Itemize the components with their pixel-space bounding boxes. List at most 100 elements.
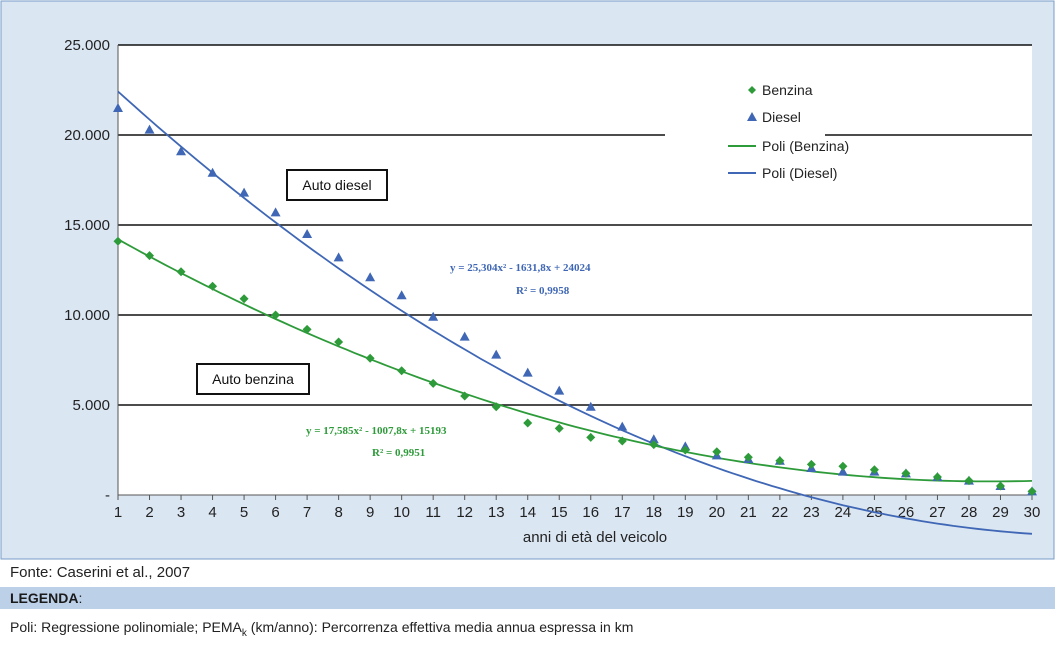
diesel-point	[585, 401, 596, 411]
benzina-point	[460, 391, 470, 401]
poly-benzina-line	[117, 238, 1033, 483]
plot-area	[118, 45, 1032, 495]
benzina-point	[617, 436, 627, 446]
x-tick-label: 18	[645, 504, 662, 521]
x-tick-label: 13	[488, 504, 505, 521]
diesel-r2: R² = 0,9958	[516, 285, 570, 297]
auto-diesel-box	[286, 169, 388, 201]
benzina-point	[1027, 486, 1037, 496]
x-tick-label: 1	[114, 504, 122, 521]
x-tick-label: 30	[1024, 504, 1041, 521]
diesel-point	[617, 421, 628, 431]
x-tick-label: 20	[708, 504, 725, 521]
legend-box	[665, 72, 825, 190]
diesel-point	[459, 331, 470, 341]
source-note: Fonte: Caserini et al., 2007	[10, 564, 191, 581]
x-tick-label: 27	[929, 504, 946, 521]
diesel-point	[270, 207, 281, 217]
diesel-equation: y = 25,304x² - 1631,8x + 24024	[450, 262, 591, 274]
benzina-point	[806, 459, 816, 469]
benzina-point	[680, 445, 690, 455]
benzina-point	[239, 294, 249, 304]
diesel-point	[428, 311, 439, 321]
x-tick-label: 16	[582, 504, 599, 521]
benzina-point	[775, 456, 785, 466]
benzina-point	[586, 432, 596, 442]
benzina-point	[334, 337, 344, 347]
benzina-point	[869, 465, 879, 475]
legenda-text-2: (km/anno): Percorrenza effettiva media a…	[246, 619, 634, 635]
diesel-point	[365, 272, 376, 282]
legend: Benzina Diesel Poli (Benzina) Poli (Diesel)	[665, 72, 849, 190]
benzina-point	[302, 324, 312, 334]
auto-benzina-box	[196, 363, 310, 395]
x-tick-label: 14	[519, 504, 536, 521]
benzina-r2: R² = 0,9951	[372, 447, 425, 459]
diesel-point	[302, 229, 313, 238]
x-tick-label: 3	[177, 504, 185, 521]
x-tick-label: 11	[425, 504, 441, 521]
y-tick-label: 20.000	[64, 127, 110, 144]
benzina-point	[743, 452, 753, 462]
benzina-point	[932, 472, 942, 482]
diesel-point	[648, 434, 659, 444]
benzina-point	[554, 423, 564, 433]
legenda-subscript: k	[241, 627, 247, 639]
legend-benzina-marker	[748, 86, 756, 94]
x-tick-label: 21	[740, 504, 757, 521]
benzina-point	[271, 310, 281, 320]
legend-benzina-label: Benzina	[762, 82, 813, 98]
legend-diesel-marker	[747, 112, 757, 121]
diesel-point	[837, 466, 848, 476]
x-axis-label: anni di età del veicolo	[523, 529, 667, 546]
x-tick-label: 7	[303, 504, 311, 521]
diesel-point	[239, 187, 250, 197]
benzina-point	[113, 236, 123, 246]
y-tick-label: 15.000	[64, 217, 110, 234]
poly-diesel-line	[117, 90, 1033, 535]
y-tick-label: 5.000	[72, 397, 110, 414]
x-tick-label: 15	[551, 504, 568, 521]
x-tick-label: 23	[803, 504, 820, 521]
benzina-point	[365, 353, 375, 363]
benzina-point	[491, 402, 501, 412]
legenda-description: Poli: Regressione polinomiale; PEMAk (km…	[10, 619, 633, 639]
benzina-equation: y = 17,585x² - 1007,8x + 15193	[306, 425, 447, 437]
legend-poly-diesel-label: Poli (Diesel)	[762, 165, 837, 181]
x-tick-label: 29	[992, 504, 1009, 521]
x-tick-label: 12	[456, 504, 473, 521]
legend-poly-benzina-label: Poli (Benzina)	[762, 138, 849, 154]
diesel-point	[176, 146, 187, 156]
benzina-point	[712, 447, 722, 457]
diesel-point	[554, 385, 565, 395]
x-tick-label: 8	[334, 504, 342, 521]
x-tick-label: 28	[961, 504, 978, 521]
x-tick-label: 22	[772, 504, 789, 521]
legenda-colon: :	[78, 590, 83, 606]
legenda-title: LEGENDA	[10, 590, 79, 606]
auto-benzina-label: Auto benzina	[212, 371, 294, 387]
benzina-point	[176, 267, 186, 277]
diesel-point	[113, 103, 123, 112]
x-tick-label: 5	[240, 504, 248, 521]
x-tick-label: 17	[614, 504, 631, 521]
benzina-point	[145, 251, 155, 261]
benzina-point	[901, 468, 911, 478]
benzina-point	[649, 440, 659, 450]
benzina-point	[397, 366, 407, 376]
legenda-header: LEGENDA:	[0, 587, 1055, 609]
benzina-point	[208, 281, 218, 291]
x-tick-label: 19	[677, 504, 694, 521]
benzina-point	[428, 378, 438, 388]
legenda-text-1: Poli: Regressione polinomiale; PEMA	[10, 619, 242, 635]
legend-diesel-label: Diesel	[762, 109, 801, 125]
diesel-point	[207, 167, 218, 177]
benzina-point	[995, 481, 1005, 491]
x-tick-label: 2	[145, 504, 153, 521]
x-tick-label: 6	[271, 504, 279, 521]
benzina-point	[964, 476, 974, 486]
y-tick-label: 10.000	[64, 307, 110, 324]
diesel-point	[522, 367, 533, 377]
